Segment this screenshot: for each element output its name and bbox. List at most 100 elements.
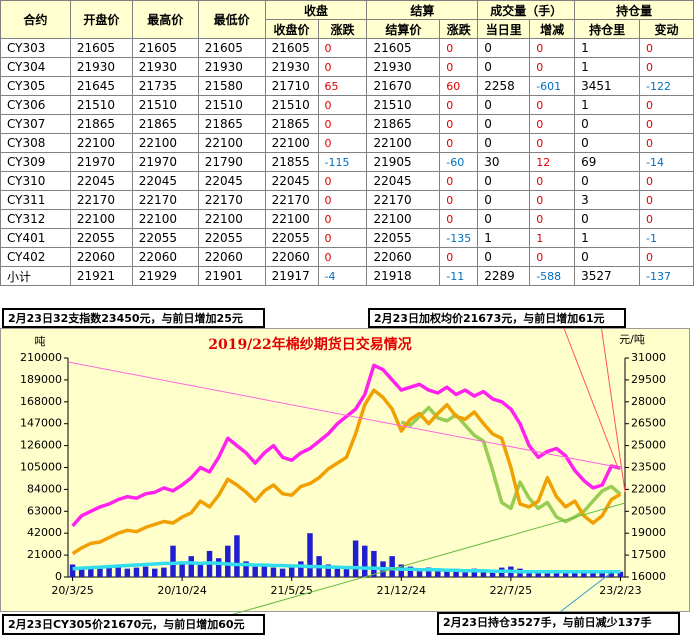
table-row: 合约 开盘价 最高价 最低价 收盘 结算 成交量（手） 持仓量 [0,0,694,39]
table-row: CY305 21645 21735 21580 21710 65 21670 60 2258 -6… [0,76,694,96]
bar [252,566,258,577]
y2-tick-label: 16000 [631,570,666,583]
bar [553,570,560,577]
y2-tick-label: 17500 [631,548,666,561]
y-tick-label: 189000 [20,373,62,386]
bar [343,567,350,577]
bar [572,572,578,577]
line [400,405,622,524]
cell: 22045 [69,171,133,191]
cell: 21510 [69,95,133,115]
cell: 0 [477,38,531,58]
cell: CY312 [0,209,71,229]
cell: 0 [529,95,576,115]
cell: 22170 [197,190,266,210]
cell: 21510 [264,95,319,115]
bar [78,566,85,577]
table-row: CY312 22100 22100 22100 22100 0 22100 0 0 0 0 0 [0,209,694,229]
cell: 21605 [131,38,199,58]
y-axis-label: 吨 [35,335,46,348]
pointer-line [599,317,626,493]
y2-tick-label: 26500 [631,417,666,430]
table-row: CY311 22170 22170 22170 22170 0 22170 0 0 0 3 0 [0,190,694,210]
cell: 0 [477,171,531,191]
bar [152,568,158,577]
cell: 21865 [197,114,266,134]
annotation: 2月23日加权均价21673元，与前日增加61元 [368,308,626,328]
bar [261,564,268,577]
bar [225,545,231,577]
bar [298,561,304,577]
cell: 0 [439,209,479,229]
trend-line [159,502,626,635]
cell: 0 [317,95,368,115]
cell: 22055 [366,228,441,248]
bar [69,564,76,577]
cell: 22100 [366,133,441,153]
header-cell: 收盘 [264,0,368,20]
bar [197,564,204,577]
cell: CY305 [0,76,71,96]
bar [480,570,487,577]
header-cell: 合约 [0,0,71,39]
bar [535,571,541,577]
header-cell: 开盘价 [69,0,133,39]
cell: -11 [439,266,479,286]
line [71,363,621,528]
bar [124,568,131,577]
bar [407,566,414,577]
table-row: CY309 21970 21970 21790 21855 -115 21905 -60 30 1… [0,152,694,172]
table-row: CY401 22055 22055 22055 22055 0 22055 -135 1 1 1 -1 [0,228,694,248]
bar [489,569,496,577]
cell: -14 [639,152,694,172]
header-cell: 成交量（手） [477,0,576,20]
cell: 21901 [197,266,266,286]
bar [444,568,450,577]
cell: 21930 [264,57,319,77]
cell: 21970 [131,152,199,172]
bar [270,567,277,577]
bar [544,571,551,577]
x-tick-label: 23/2/23 [599,584,641,597]
y-tick-label: 42000 [27,526,62,539]
cell: 1 [477,228,531,248]
y-tick-label: 126000 [20,439,62,452]
cell: 22060 [197,247,266,267]
bar [617,571,624,577]
cell: 3451 [574,76,640,96]
bar [142,566,149,577]
y2-tick-label: 28000 [631,395,666,408]
bar [526,570,532,577]
cell: CY303 [0,38,71,58]
header-cell: 持仓里 [574,19,640,39]
cell: -588 [529,266,576,286]
y2-tick-label: 23500 [631,461,666,474]
y2-tick-label: 25000 [631,439,666,452]
header-cell: 结算价 [366,19,441,39]
cell: 22060 [264,247,319,267]
cell: 21929 [131,266,199,286]
cell: 22170 [264,190,319,210]
bar [362,545,368,577]
bar [599,571,605,577]
y-tick-label: 210000 [20,351,62,364]
cell: 21670 [366,76,441,96]
bar [161,567,167,577]
cell: CY306 [0,95,71,115]
bar [425,567,432,577]
line [71,388,622,556]
x-tick-label: 20/10/24 [157,584,206,597]
cell: CY401 [0,228,71,248]
chart-title: 2019/22年棉纱期货日交易情况 [208,336,412,353]
bar [389,556,395,577]
y-tick-label: 84000 [27,482,62,495]
bar [307,533,313,577]
cell: 21917 [264,266,319,286]
bar [453,570,459,577]
y2-axis-label: 元/吨 [619,333,645,346]
cell: CY311 [0,190,71,210]
bar [188,556,195,577]
x-tick-label: 20/3/25 [51,584,93,597]
cell: 0 [529,114,576,134]
